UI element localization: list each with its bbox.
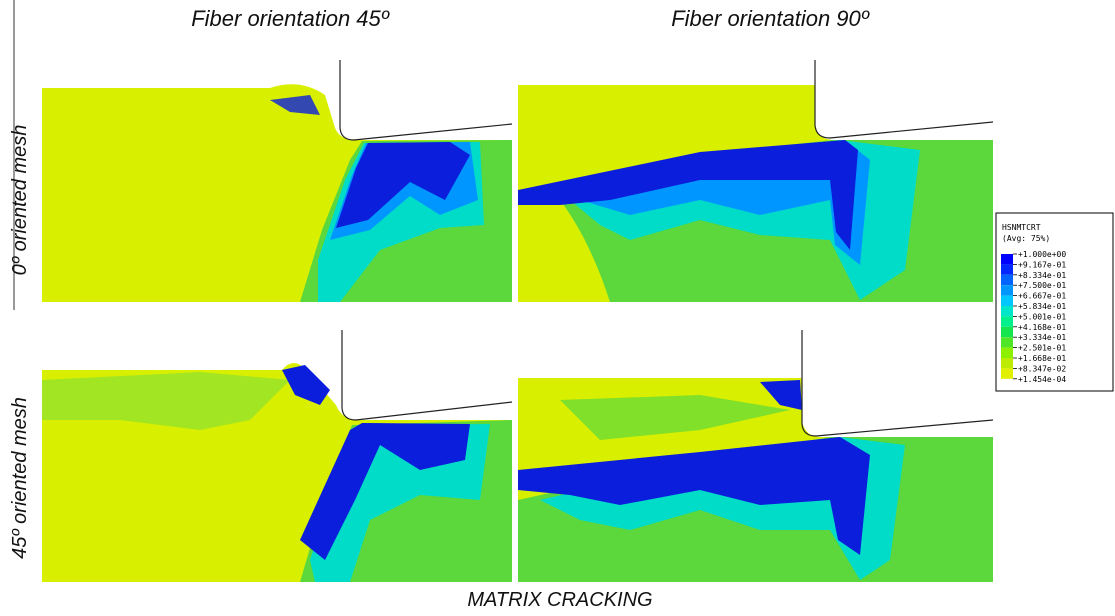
legend: HSNMTCRT (Avg: 75%) +1.000e+00+9.167e-01… <box>996 213 1113 391</box>
legend-label: +7.500e-01 <box>1018 281 1066 290</box>
contour-panel <box>42 30 512 302</box>
legend-swatch <box>1001 368 1013 378</box>
column-title: Fiber orientation 45º <box>191 6 390 31</box>
legend-swatch <box>1001 358 1013 368</box>
legend-label: +3.334e-01 <box>1018 333 1066 342</box>
legend-label: +5.834e-01 <box>1018 302 1066 311</box>
tool <box>342 308 512 420</box>
legend-title: HSNMTCRT <box>1002 223 1041 232</box>
legend-label: +9.167e-01 <box>1018 260 1066 269</box>
legend-swatch <box>1001 306 1013 316</box>
legend-label: +4.168e-01 <box>1018 323 1066 332</box>
column-title: Fiber orientation 90º <box>671 6 870 31</box>
legend-label: +8.334e-01 <box>1018 271 1066 280</box>
legend-label: +1.454e-04 <box>1018 375 1066 384</box>
legend-swatch <box>1001 285 1013 295</box>
legend-swatch <box>1001 254 1013 264</box>
legend-swatch <box>1001 316 1013 326</box>
contour-panel <box>518 25 993 302</box>
page: {"columns": ["Fiber orientation 45º", "F… <box>0 0 1115 616</box>
caption: MATRIX CRACKING <box>467 589 652 611</box>
legend-label: +6.667e-01 <box>1018 292 1066 301</box>
legend-swatch <box>1001 264 1013 274</box>
contour-panel <box>42 308 512 582</box>
legend-subtitle: (Avg: 75%) <box>1002 234 1050 243</box>
legend-swatch <box>1001 337 1013 347</box>
row-label: 0º oriented mesh <box>9 125 31 276</box>
legend-swatch <box>1001 296 1013 306</box>
legend-label: +1.000e+00 <box>1018 250 1066 259</box>
legend-label: +1.668e-01 <box>1018 354 1066 363</box>
tool <box>802 310 993 436</box>
legend-label: +8.347e-02 <box>1018 364 1066 373</box>
contour-panel <box>518 310 993 582</box>
legend-label: +2.501e-01 <box>1018 344 1066 353</box>
legend-swatch <box>1001 327 1013 337</box>
legend-label: +5.001e-01 <box>1018 312 1066 321</box>
legend-swatch <box>1001 275 1013 285</box>
legend-swatch <box>1001 348 1013 358</box>
tool <box>815 25 993 138</box>
figure: Fiber orientation 45º Fiber orientation … <box>0 0 1115 616</box>
tool <box>340 30 512 140</box>
row-label: 45º oriented mesh <box>9 397 31 559</box>
